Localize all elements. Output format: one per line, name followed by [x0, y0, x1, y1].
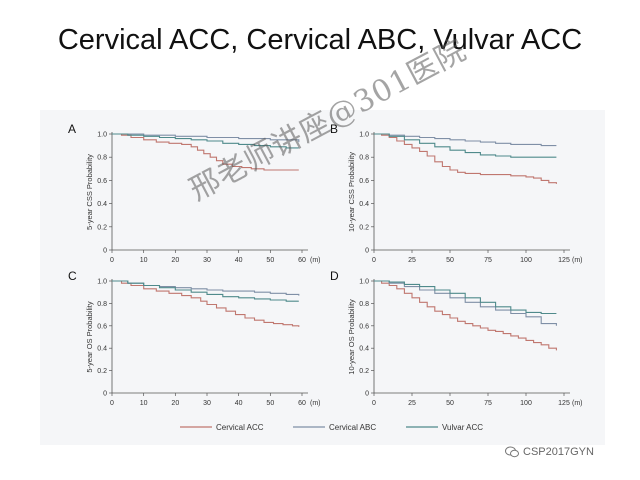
x-unit-label: (m): [310, 400, 321, 407]
x-tick-label: 10: [140, 257, 148, 264]
x-tick-label: 40: [235, 257, 243, 264]
y-tick-label: 0.4: [97, 201, 107, 208]
x-tick-label: 100: [520, 257, 532, 264]
figure-panel: [40, 110, 605, 445]
x-unit-label: (m): [572, 257, 583, 264]
x-tick-label: 0: [372, 400, 376, 407]
y-tick-label: 0.6: [97, 178, 107, 185]
brand-text: CSP2017GYN: [523, 446, 594, 458]
y-tick-label: 0: [365, 391, 369, 398]
series-line-cervical-acc: [374, 280, 557, 351]
x-tick-label: 125: [558, 400, 570, 407]
x-tick-label: 10: [140, 400, 148, 407]
x-tick-label: 75: [484, 400, 492, 407]
legend-label: Cervical ABC: [329, 423, 376, 432]
legend-label: Cervical ACC: [216, 423, 264, 432]
x-tick-label: 20: [171, 400, 179, 407]
x-tick-label: 25: [408, 257, 416, 264]
brand-tag: CSP2017GYN: [505, 446, 594, 458]
y-tick-label: 0.2: [359, 224, 369, 231]
x-tick-label: 30: [203, 400, 211, 407]
y-axis-label: 5-year CSS Probability: [85, 154, 94, 230]
chart-panel-c: 0 0.2 0.4 0.6 0.8 1.0 0 10 20 30 40 50 60 (m) 5-year O…: [68, 269, 321, 407]
y-tick-label: 0: [365, 248, 369, 255]
x-tick-label: 75: [484, 257, 492, 264]
y-axis-label: 10-year CSS Probability: [347, 152, 356, 232]
y-tick-label: 0.8: [359, 155, 369, 162]
x-tick-label: 50: [446, 400, 454, 407]
x-tick-label: 60: [298, 257, 306, 264]
y-tick-label: 0.2: [97, 224, 107, 231]
x-tick-label: 0: [110, 257, 114, 264]
series-line-vulvar-acc: [112, 280, 299, 302]
x-tick-label: 50: [446, 257, 454, 264]
y-tick-label: 0.6: [359, 323, 369, 330]
x-tick-label: 30: [203, 257, 211, 264]
y-tick-label: 0.6: [97, 323, 107, 330]
x-unit-label: (m): [310, 257, 321, 264]
x-tick-label: 0: [110, 400, 114, 407]
x-tick-label: 125: [558, 257, 570, 264]
y-tick-label: 0.4: [359, 201, 369, 208]
x-tick-label: 0: [372, 257, 376, 264]
panel-letter: C: [68, 269, 77, 283]
series-line-vulvar-acc: [374, 280, 557, 315]
y-tick-label: 0.2: [359, 368, 369, 375]
y-tick-label: 0.8: [359, 301, 369, 308]
series-line-vulvar-acc: [374, 133, 557, 158]
x-tick-label: 60: [298, 400, 306, 407]
chart-panel-d: 0 0.2 0.4 0.6 0.8 1.0 0 25 50 75 100 125 (m) 10-year …: [330, 269, 583, 407]
series-line-vulvar-acc: [112, 133, 299, 149]
y-tick-label: 1.0: [97, 279, 107, 286]
y-tick-label: 0.4: [359, 346, 369, 353]
x-tick-label: 40: [235, 400, 243, 407]
x-tick-label: 50: [266, 400, 274, 407]
slide-title: Cervical ACC, Cervical ABC, Vulvar ACC: [57, 24, 583, 56]
series-line-cervical-abc: [374, 133, 557, 147]
panel-letter: D: [330, 269, 339, 283]
x-tick-label: 50: [266, 257, 274, 264]
x-tick-label: 100: [520, 400, 532, 407]
y-tick-label: 0.4: [97, 346, 107, 353]
y-tick-label: 0.2: [97, 368, 107, 375]
y-tick-label: 0: [103, 248, 107, 255]
wechat-icon: [505, 446, 519, 458]
chart-panel-b: 0 0.2 0.4 0.6 0.8 1.0 0 25 50 75 100 125 (m) 10-year …: [330, 122, 583, 264]
y-tick-label: 0.6: [359, 178, 369, 185]
y-tick-label: 1.0: [359, 132, 369, 139]
series-line-cervical-acc: [112, 133, 299, 171]
y-tick-label: 1.0: [359, 279, 369, 286]
chart-panel-a: 0 0.2 0.4 0.6 0.8 1.0 0 10 20 30 40 50 60 (m) 5-year C…: [68, 122, 321, 264]
x-unit-label: (m): [572, 400, 583, 407]
y-tick-label: 1.0: [97, 132, 107, 139]
panel-letter: B: [330, 122, 338, 136]
legend: Cervical ACC Cervical ABC Vulvar ACC: [180, 423, 483, 432]
y-tick-label: 0.8: [97, 301, 107, 308]
series-line-cervical-acc: [112, 280, 300, 327]
y-axis-label: 10-year OS Probability: [347, 299, 356, 375]
legend-label: Vulvar ACC: [442, 423, 483, 432]
series-line-cervical-abc: [374, 280, 557, 326]
y-tick-label: 0.8: [97, 155, 107, 162]
y-tick-label: 0: [103, 391, 107, 398]
x-tick-label: 20: [171, 257, 179, 264]
y-axis-label: 5-year OS Probability: [85, 301, 94, 373]
series-line-cervical-acc: [374, 133, 557, 184]
panel-letter: A: [68, 122, 76, 136]
x-tick-label: 25: [408, 400, 416, 407]
